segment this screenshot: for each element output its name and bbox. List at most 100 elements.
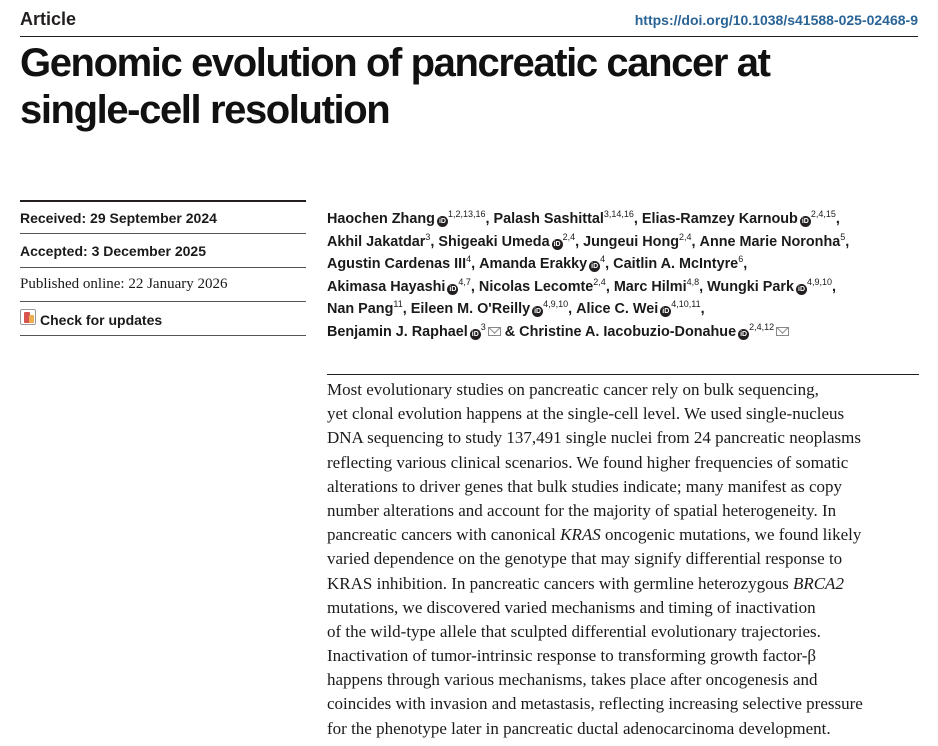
- author-separator: ,: [845, 233, 850, 250]
- email-icon[interactable]: [776, 326, 790, 336]
- abstract-line: varied dependence on the genotype that m…: [327, 549, 843, 569]
- accepted-text: Accepted: 3 December 2025: [20, 242, 206, 259]
- author-name: Akhil Jakatdar: [327, 233, 426, 250]
- author-name: Amanda Erakky: [479, 256, 588, 273]
- author-list: Haochen Zhang iD1,2,13,16, Palash Sashitt…: [327, 208, 927, 344]
- accepted-date: Accepted: 3 December 2025: [20, 234, 306, 268]
- abstract-line: number alterations and account for the m…: [327, 500, 837, 520]
- author-line: Akimasa Hayashi iD4,7, Nicolas Lecomte2,4…: [327, 276, 927, 299]
- received-text: Received: 29 September 2024: [20, 209, 217, 226]
- author-affiliation: 5: [840, 231, 846, 242]
- abstract-line: pancreatic cancers with canonical KRAS o…: [327, 525, 862, 545]
- abstract: Most evolutionary studies on pancreatic …: [327, 378, 937, 741]
- author-name: Jungeui Hong: [583, 233, 680, 250]
- check-for-updates-button[interactable]: Check for updates: [20, 309, 162, 328]
- doi-link[interactable]: https://doi.org/10.1038/s41588-025-02468…: [634, 12, 918, 28]
- orcid-icon[interactable]: iD: [469, 328, 481, 340]
- author-link[interactable]: Caitlin A. McIntyre6: [613, 254, 744, 272]
- author-name: Nicolas Lecomte: [478, 278, 594, 295]
- author-affiliation: 3: [480, 322, 486, 333]
- author-separator: ,: [605, 278, 614, 295]
- check-for-updates-icon: [20, 309, 36, 325]
- author-link[interactable]: Anne Marie Noronha5: [699, 231, 846, 250]
- author-affiliation: 1,2,13,16: [447, 209, 486, 220]
- orcid-icon[interactable]: iD: [738, 328, 750, 340]
- check-for-updates-label: Check for updates: [40, 312, 163, 328]
- abstract-line: alterations to driver genes that bulk st…: [327, 476, 843, 496]
- author-link[interactable]: Shigeaki Umeda iD2,4: [438, 232, 575, 250]
- received-date: Received: 29 September 2024: [20, 200, 306, 234]
- author-name: Anne Marie Noronha: [699, 233, 841, 250]
- abstract-line: for the phenotype later in pancreatic du…: [327, 718, 831, 738]
- article-metadata: Received: 29 September 2024 Accepted: 3 …: [20, 200, 306, 336]
- author-link[interactable]: Nan Pang11: [327, 300, 403, 317]
- author-line: Nan Pang11, Eileen M. O'Reilly iD4,9,10, …: [327, 298, 927, 321]
- published-date: Published online: 22 January 2026: [20, 268, 306, 302]
- abstract-line: happens through various mechanisms, take…: [327, 670, 818, 690]
- abstract-line: Most evolutionary studies on pancreatic …: [327, 380, 819, 399]
- author-name: Christine A. Iacobuzio-Donahue: [519, 323, 737, 340]
- author-name: Shigeaki Umeda: [438, 233, 550, 250]
- article-title: Genomic evolution of pancreatic cancer a…: [20, 40, 920, 134]
- orcid-icon[interactable]: iD: [589, 261, 601, 273]
- author-affiliation: 3: [425, 231, 431, 242]
- orcid-icon[interactable]: iD: [799, 216, 811, 227]
- orcid-icon[interactable]: iD: [532, 306, 544, 318]
- author-affiliation: 6: [738, 254, 744, 265]
- author-affiliation: 4,10,11: [671, 299, 701, 310]
- article-type-label: Article: [20, 9, 77, 29]
- author-link[interactable]: Amanda Erakky iD4: [479, 255, 605, 273]
- author-link[interactable]: Jungeui Hong2,4: [583, 232, 691, 250]
- abstract-line: DNA sequencing to study 137,491 single n…: [327, 428, 861, 448]
- orcid-icon[interactable]: iD: [447, 283, 459, 295]
- author-name: Palash Sashittal: [493, 211, 604, 227]
- orcid-icon[interactable]: iD: [796, 283, 808, 295]
- author-separator: ,: [691, 233, 700, 250]
- gene-name: KRAS: [560, 525, 601, 545]
- author-separator: ,: [743, 256, 748, 273]
- author-separator: ,: [605, 256, 614, 273]
- author-link[interactable]: Nicolas Lecomte2,4: [478, 277, 606, 295]
- author-affiliation: 2,4,12: [749, 322, 775, 333]
- author-name: Agustin Cardenas III: [327, 256, 467, 273]
- author-affiliation: 3,14,16: [603, 209, 634, 220]
- author-link[interactable]: Palash Sashittal3,14,16: [493, 209, 634, 227]
- email-icon[interactable]: [487, 326, 501, 336]
- author-name: Elias-Ramzey Karnoub: [641, 211, 798, 227]
- author-link[interactable]: Christine A. Iacobuzio-Donahue iD2,4,12: [519, 322, 790, 340]
- author-link[interactable]: Wungki Park iD4,9,10: [707, 276, 833, 295]
- author-link[interactable]: Marc Hilmi4,8: [613, 276, 700, 295]
- author-link[interactable]: Akhil Jakatdar3: [327, 231, 431, 250]
- author-link[interactable]: Haochen Zhang iD1,2,13,16: [327, 209, 486, 227]
- author-name: Haochen Zhang: [327, 211, 435, 227]
- abstract-line: reflecting various clinical scenarios. W…: [327, 452, 849, 472]
- author-affiliation: 4,9,10: [807, 276, 833, 287]
- author-separator: ,: [835, 211, 840, 227]
- author-link[interactable]: Elias-Ramzey Karnoub iD2,4,15: [641, 210, 836, 227]
- author-name: Benjamin J. Raphael: [327, 323, 468, 340]
- author-link[interactable]: Agustin Cardenas III4: [327, 254, 472, 273]
- author-line: Agustin Cardenas III4, Amanda Erakky iD4,…: [327, 253, 927, 276]
- abstract-line: coincides with invasion and metastasis, …: [327, 694, 863, 714]
- orcid-icon[interactable]: iD: [660, 306, 672, 318]
- orcid-icon[interactable]: iD: [551, 238, 563, 250]
- author-link[interactable]: Benjamin J. Raphael iD3: [327, 322, 501, 340]
- title-line-2: single-cell resolution: [20, 88, 391, 132]
- orcid-icon[interactable]: iD: [436, 216, 448, 227]
- author-affiliation: 4,8: [686, 276, 700, 287]
- author-separator: ,: [699, 278, 708, 295]
- author-line: Benjamin J. Raphael iD3 & Christine A. Ia…: [327, 321, 927, 344]
- author-name: Marc Hilmi: [613, 278, 687, 295]
- author-separator: ,: [471, 256, 480, 273]
- header-divider: [20, 36, 918, 37]
- author-affiliation: 4,9,10: [543, 299, 569, 310]
- author-link[interactable]: Eileen M. O'Reilly iD4,9,10: [411, 299, 569, 318]
- author-separator: ,: [485, 211, 494, 227]
- author-link[interactable]: Alice C. Wei iD4,10,11: [576, 299, 701, 318]
- author-separator: ,: [402, 301, 411, 318]
- abstract-divider: [327, 374, 919, 375]
- published-text: Published online: 22 January 2026: [20, 276, 228, 292]
- abstract-line: mutations, we discovered varied mechanis…: [327, 597, 816, 617]
- author-affiliation: 4: [466, 254, 472, 265]
- author-link[interactable]: Akimasa Hayashi iD4,7: [327, 277, 471, 295]
